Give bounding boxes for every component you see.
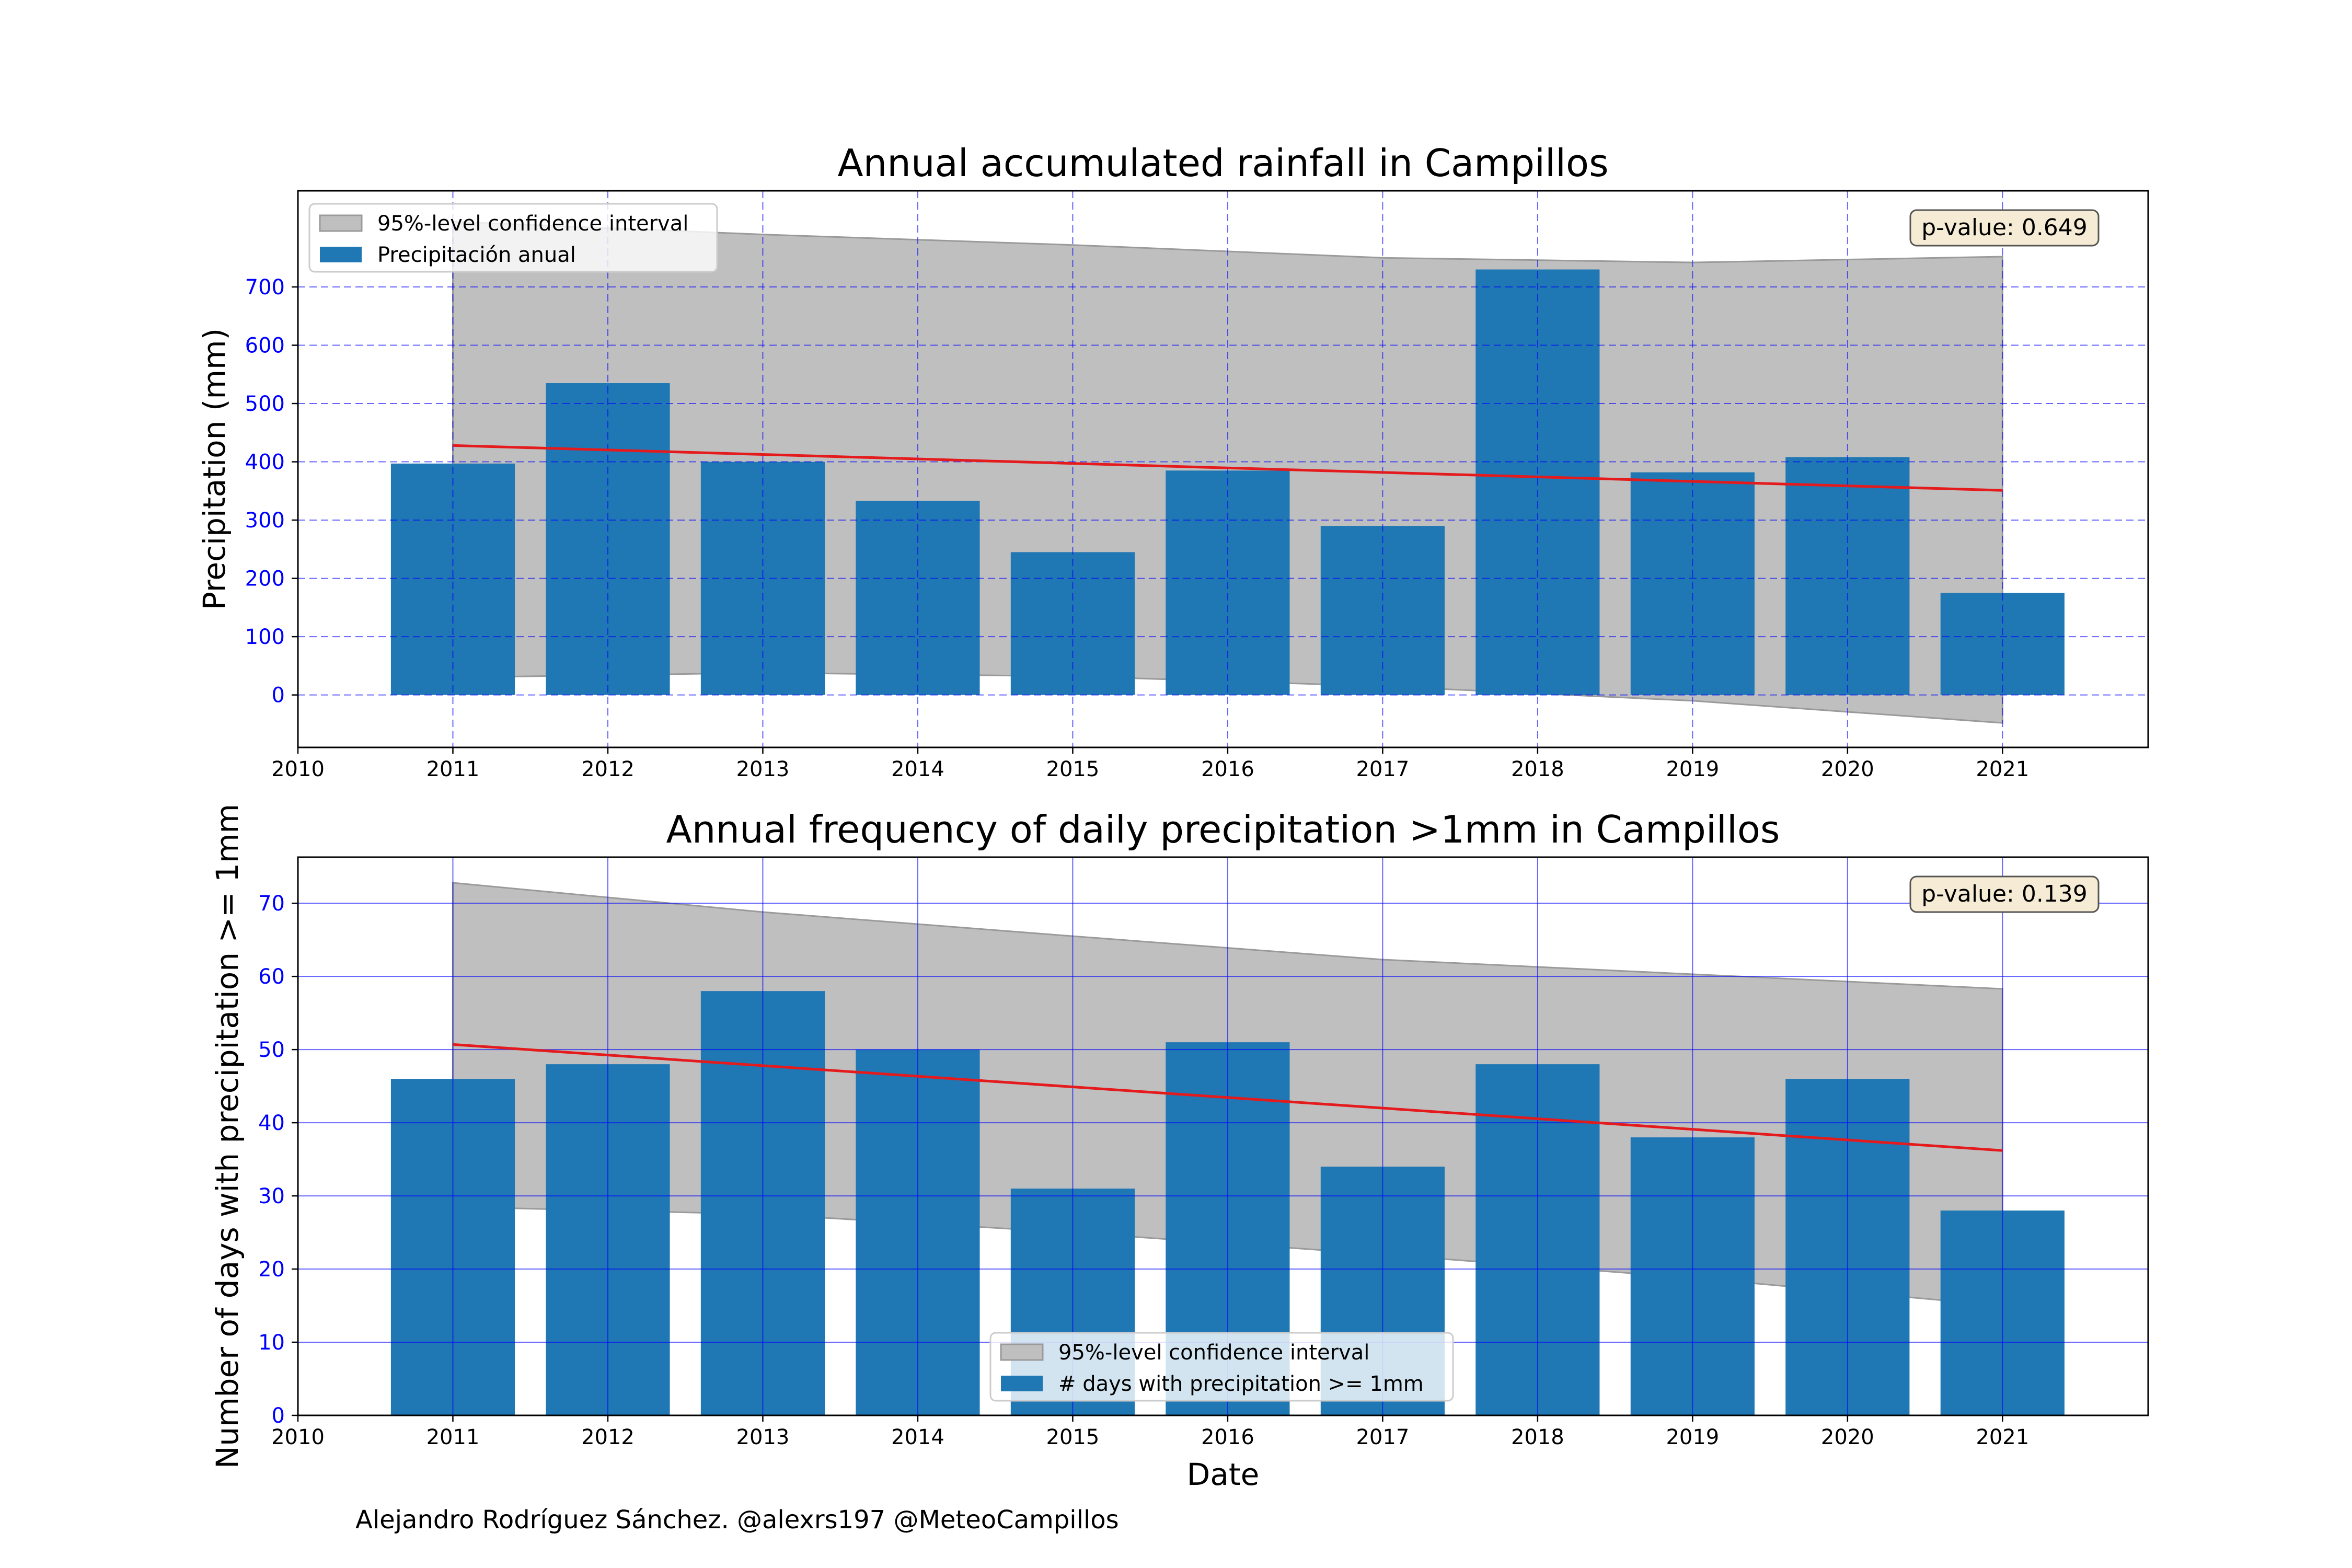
- x-tick-label: 2011: [426, 757, 480, 781]
- legend-label-bars: Precipitación anual: [377, 243, 576, 267]
- p-value-text: p-value: 0.649: [1921, 214, 2088, 241]
- x-tick-label: 2012: [581, 757, 635, 781]
- p-value-frame: [1909, 209, 2100, 247]
- y-tick-label: 500: [245, 392, 285, 416]
- y-tick-label: 100: [245, 625, 285, 649]
- x-tick-label: 2013: [736, 1425, 790, 1449]
- y-axis-label: Number of days with precipitation >= 1mm: [210, 804, 245, 1469]
- x-tick-label: 2014: [891, 1425, 944, 1449]
- y-tick-label: 40: [258, 1111, 285, 1135]
- y-tick-label: 0: [272, 684, 285, 708]
- p-value-box: p-value: 0.139: [1909, 875, 2100, 913]
- y-tick-label: 70: [258, 892, 285, 916]
- trend-line: [453, 444, 2003, 492]
- legend-swatch-bars: [1001, 1376, 1043, 1391]
- legend-label-bars: # days with precipitation >= 1mm: [1058, 1372, 1424, 1396]
- x-tick-label: 2018: [1511, 1425, 1564, 1449]
- axes-frame: [297, 190, 2149, 748]
- x-tick-label: 2010: [271, 1425, 325, 1449]
- x-tick-label: 2015: [1046, 1425, 1100, 1449]
- x-tick-label: 2016: [1201, 1425, 1254, 1449]
- x-tick-label: 2012: [581, 1425, 635, 1449]
- legend: 95%-level confidence interval Precipitaci…: [308, 203, 718, 273]
- p-value-frame: [1909, 875, 2100, 913]
- legend-label-band: 95%-level confidence interval: [1058, 1341, 1369, 1365]
- x-tick-label: 2020: [1821, 757, 1874, 781]
- chart-title: Annual frequency of daily precipitation …: [666, 808, 1780, 851]
- legend-swatch-band: [1000, 1343, 1044, 1361]
- y-tick-label: 400: [245, 451, 285, 475]
- p-value-box: p-value: 0.649: [1909, 209, 2100, 247]
- legend-swatch-band: [319, 214, 363, 232]
- y-tick-label: 20: [258, 1258, 285, 1282]
- x-tick-label: 2016: [1201, 757, 1254, 781]
- x-tick-label: 2017: [1356, 1425, 1409, 1449]
- trend-line: [453, 1043, 2003, 1152]
- x-tick-label: 2013: [736, 757, 790, 781]
- x-tick-label: 2021: [1976, 1425, 2029, 1449]
- x-tick-label: 2019: [1666, 1425, 1719, 1449]
- chart-panel-2: 2010 2011 2012 2013 2014 2015 2016 2017 2018 2019…: [210, 804, 2149, 1492]
- y-tick-label: 700: [245, 275, 285, 299]
- y-tick-label: 50: [258, 1038, 285, 1062]
- bar-2011: [390, 463, 515, 695]
- x-tick-label: 2010: [271, 757, 325, 781]
- legend: 95%-level confidence interval # days with…: [989, 1332, 1454, 1402]
- y-tick-label: 10: [258, 1331, 285, 1355]
- x-tick-label: 2017: [1356, 757, 1409, 781]
- author-credit: Alejandro Rodríguez Sánchez. @alexrs197 …: [355, 1505, 1119, 1535]
- y-tick-label: 600: [245, 334, 285, 358]
- legend-swatch-bars: [320, 247, 362, 262]
- x-tick-label: 2021: [1976, 757, 2029, 781]
- x-tick-label: 2014: [891, 757, 944, 781]
- x-tick-label: 2018: [1511, 757, 1564, 781]
- y-tick-label: 300: [245, 509, 285, 533]
- x-tick-label: 2020: [1821, 1425, 1874, 1449]
- legend-frame: [989, 1332, 1454, 1402]
- x-tick-label: 2019: [1666, 757, 1719, 781]
- y-tick-label: 30: [258, 1184, 285, 1208]
- chart-title: Annual accumulated rainfall in Campillos: [837, 141, 1608, 185]
- y-tick-label: 200: [245, 567, 285, 591]
- axes-frame: [297, 856, 2149, 1416]
- x-tick-label: 2011: [426, 1425, 480, 1449]
- y-axis-label: Precipitation (mm): [197, 328, 232, 610]
- legend-label-band: 95%-level confidence interval: [377, 212, 688, 236]
- x-axis-label: Date: [1187, 1457, 1260, 1492]
- x-tick-label: 2015: [1046, 757, 1100, 781]
- y-tick-label: 0: [272, 1404, 285, 1428]
- p-value-text: p-value: 0.139: [1921, 881, 2088, 907]
- legend-frame: [308, 203, 718, 273]
- y-tick-label: 60: [258, 965, 285, 989]
- chart-panel-1: 2010 2011 2012 2013 2014 2015 2016 2017 2018 2019…: [197, 141, 2149, 781]
